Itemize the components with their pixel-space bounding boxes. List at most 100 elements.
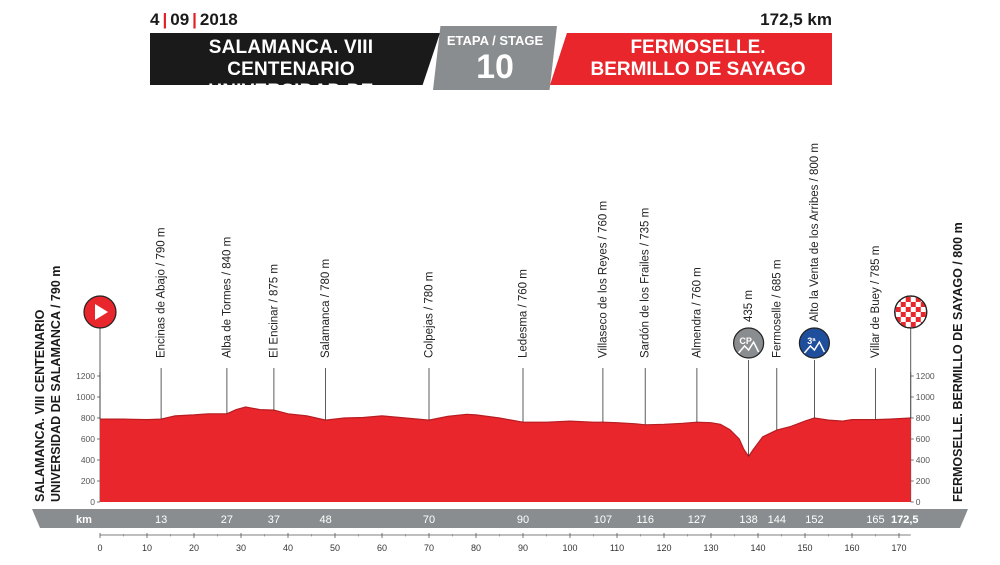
x-tick-label: 130 (703, 543, 718, 553)
waypoint-km-label: 48 (319, 514, 331, 526)
stage-date: 4 | 09 | 2018 (150, 10, 238, 29)
y-tick-label-right: 1000 (916, 392, 935, 402)
profile-line (100, 406, 911, 458)
start-town-line1: SALAMANCA. VIII CENTENARIO (208, 37, 374, 80)
waypoint-km-label: 27 (221, 514, 233, 526)
date-day: 4 (150, 10, 160, 29)
stage-label: ETAPA / STAGE (446, 33, 544, 48)
y-tick-label-right: 200 (916, 476, 930, 486)
finish-icon-check (905, 307, 911, 312)
waypoint-label: Salamanca / 780 m (320, 259, 332, 358)
finish-icon-check (895, 317, 901, 322)
y-tick-label-right: 800 (916, 413, 930, 423)
waypoint-km-label: 138 (739, 514, 757, 526)
y-tick-label-right: 600 (916, 434, 930, 444)
waypoint-km-label: 37 (268, 514, 280, 526)
start-vertical-label-line2: UNIVERSIDAD DE SALAMANCA / 790 m (49, 266, 63, 502)
finish-icon-check (895, 302, 896, 307)
waypoint-label: Fermoselle / 685 m (771, 260, 783, 358)
category-climb-icon: 3ª (798, 327, 831, 359)
x-tick-label: 40 (283, 543, 293, 553)
y-tick-label-left: 200 (81, 476, 95, 486)
finish-km-label: 172,5 (891, 514, 919, 526)
x-tick-label: 90 (518, 543, 528, 553)
finish-town-line2: BERMILLO DE SAYAGO (590, 59, 806, 80)
y-tick-label-left: 0 (90, 497, 95, 507)
x-tick-label: 110 (610, 543, 624, 553)
y-tick-label-right: 1200 (916, 371, 935, 381)
km-band (32, 509, 968, 528)
waypoint-km-label: 107 (594, 514, 612, 526)
waypoint-label: Alba de Tormes / 840 m (221, 237, 233, 358)
stage-number: 10 (476, 48, 514, 86)
waypoint-label: Almendra / 760 m (691, 267, 703, 358)
climb-badge-mountain (803, 340, 826, 354)
x-tick-label: 80 (471, 543, 481, 553)
finish-icon-check (910, 312, 916, 317)
finish-town-banner: FERMOSELLE. BERMILLO DE SAYAGO (550, 33, 832, 85)
finish-icon-check (915, 297, 921, 302)
waypoint-label: Sardón de los Frailes / 735 m (640, 208, 652, 358)
start-town-line2: UNIVERSIDAD DE SALAMANCA (208, 81, 374, 124)
waypoint-km-label: 165 (866, 514, 884, 526)
y-tick-label-left: 1200 (76, 371, 95, 381)
climb-badge-text: 3ª (807, 336, 816, 346)
waypoint-label: Alto la Venta de los Arribes / 800 m (809, 143, 821, 322)
checkered-flag-icon (894, 295, 928, 329)
km-band-label: km (76, 514, 92, 526)
finish-icon-check (915, 327, 921, 328)
finish-vertical-label: FERMOSELLE. BERMILLO DE SAYAGO / 800 m (951, 222, 965, 502)
waypoint-km-label: 152 (805, 514, 823, 526)
stage-number-banner (433, 26, 557, 90)
y-tick-label-right: 400 (916, 455, 930, 465)
x-tick-label: 20 (189, 543, 199, 553)
finish-icon-check (895, 307, 901, 312)
finish-icon-check (900, 302, 906, 307)
y-tick-label-left: 800 (81, 413, 95, 423)
climb-badge-text: CP (739, 336, 752, 346)
finish-icon-check (915, 317, 921, 322)
date-month: 09 (170, 10, 190, 29)
waypoint-km-label: 144 (768, 514, 786, 526)
finish-icon-check (895, 327, 901, 328)
special-climb-icon: CP (732, 327, 765, 359)
finish-icon-check (905, 297, 911, 302)
x-tick-label: 160 (844, 543, 859, 553)
finish-icon-check (925, 317, 927, 322)
waypoint-label: Encinas de Abajo / 790 m (156, 228, 168, 358)
finish-icon-check (900, 322, 906, 327)
x-tick-label: 140 (750, 543, 765, 553)
x-tick-label: 170 (891, 543, 906, 553)
start-vertical-label-line1: SALAMANCA. VIII CENTENARIO (33, 309, 47, 502)
finish-town-line1: FERMOSELLE. (630, 37, 766, 58)
stage-distance: 172,5 km (760, 10, 832, 29)
finish-icon-check (925, 297, 927, 302)
waypoint-label: 435 m (743, 290, 755, 322)
finish-icon-check (900, 312, 906, 317)
finish-icon-check (900, 296, 906, 297)
x-tick-label: 150 (797, 543, 812, 553)
finish-icon-check (895, 322, 896, 327)
finish-icon-check (925, 327, 927, 328)
climb-badge-mountain (738, 340, 760, 354)
x-tick-label: 70 (424, 543, 434, 553)
waypoint-label: Colpejas / 780 m (424, 272, 436, 358)
start-icon-triangle (95, 304, 108, 320)
waypoint-km-label: 70 (423, 514, 435, 526)
finish-icon-check (920, 302, 926, 307)
x-tick-label: 30 (236, 543, 246, 553)
waypoint-label: Villaseco de los Reyes / 760 m (597, 201, 609, 358)
x-tick-label: 120 (656, 543, 671, 553)
x-tick-label: 10 (142, 543, 152, 553)
waypoint-label: Villar de Buey / 785 m (870, 246, 882, 358)
date-year: 2018 (199, 10, 238, 29)
y-tick-label-left: 600 (81, 434, 95, 444)
finish-icon-check (920, 296, 926, 297)
finish-icon-check (910, 322, 916, 327)
y-tick-label-right: 0 (916, 497, 921, 507)
finish-icon-check (895, 296, 896, 297)
waypoint-km-label: 127 (688, 514, 706, 526)
finish-icon-check (910, 302, 916, 307)
profile-area (100, 407, 911, 502)
